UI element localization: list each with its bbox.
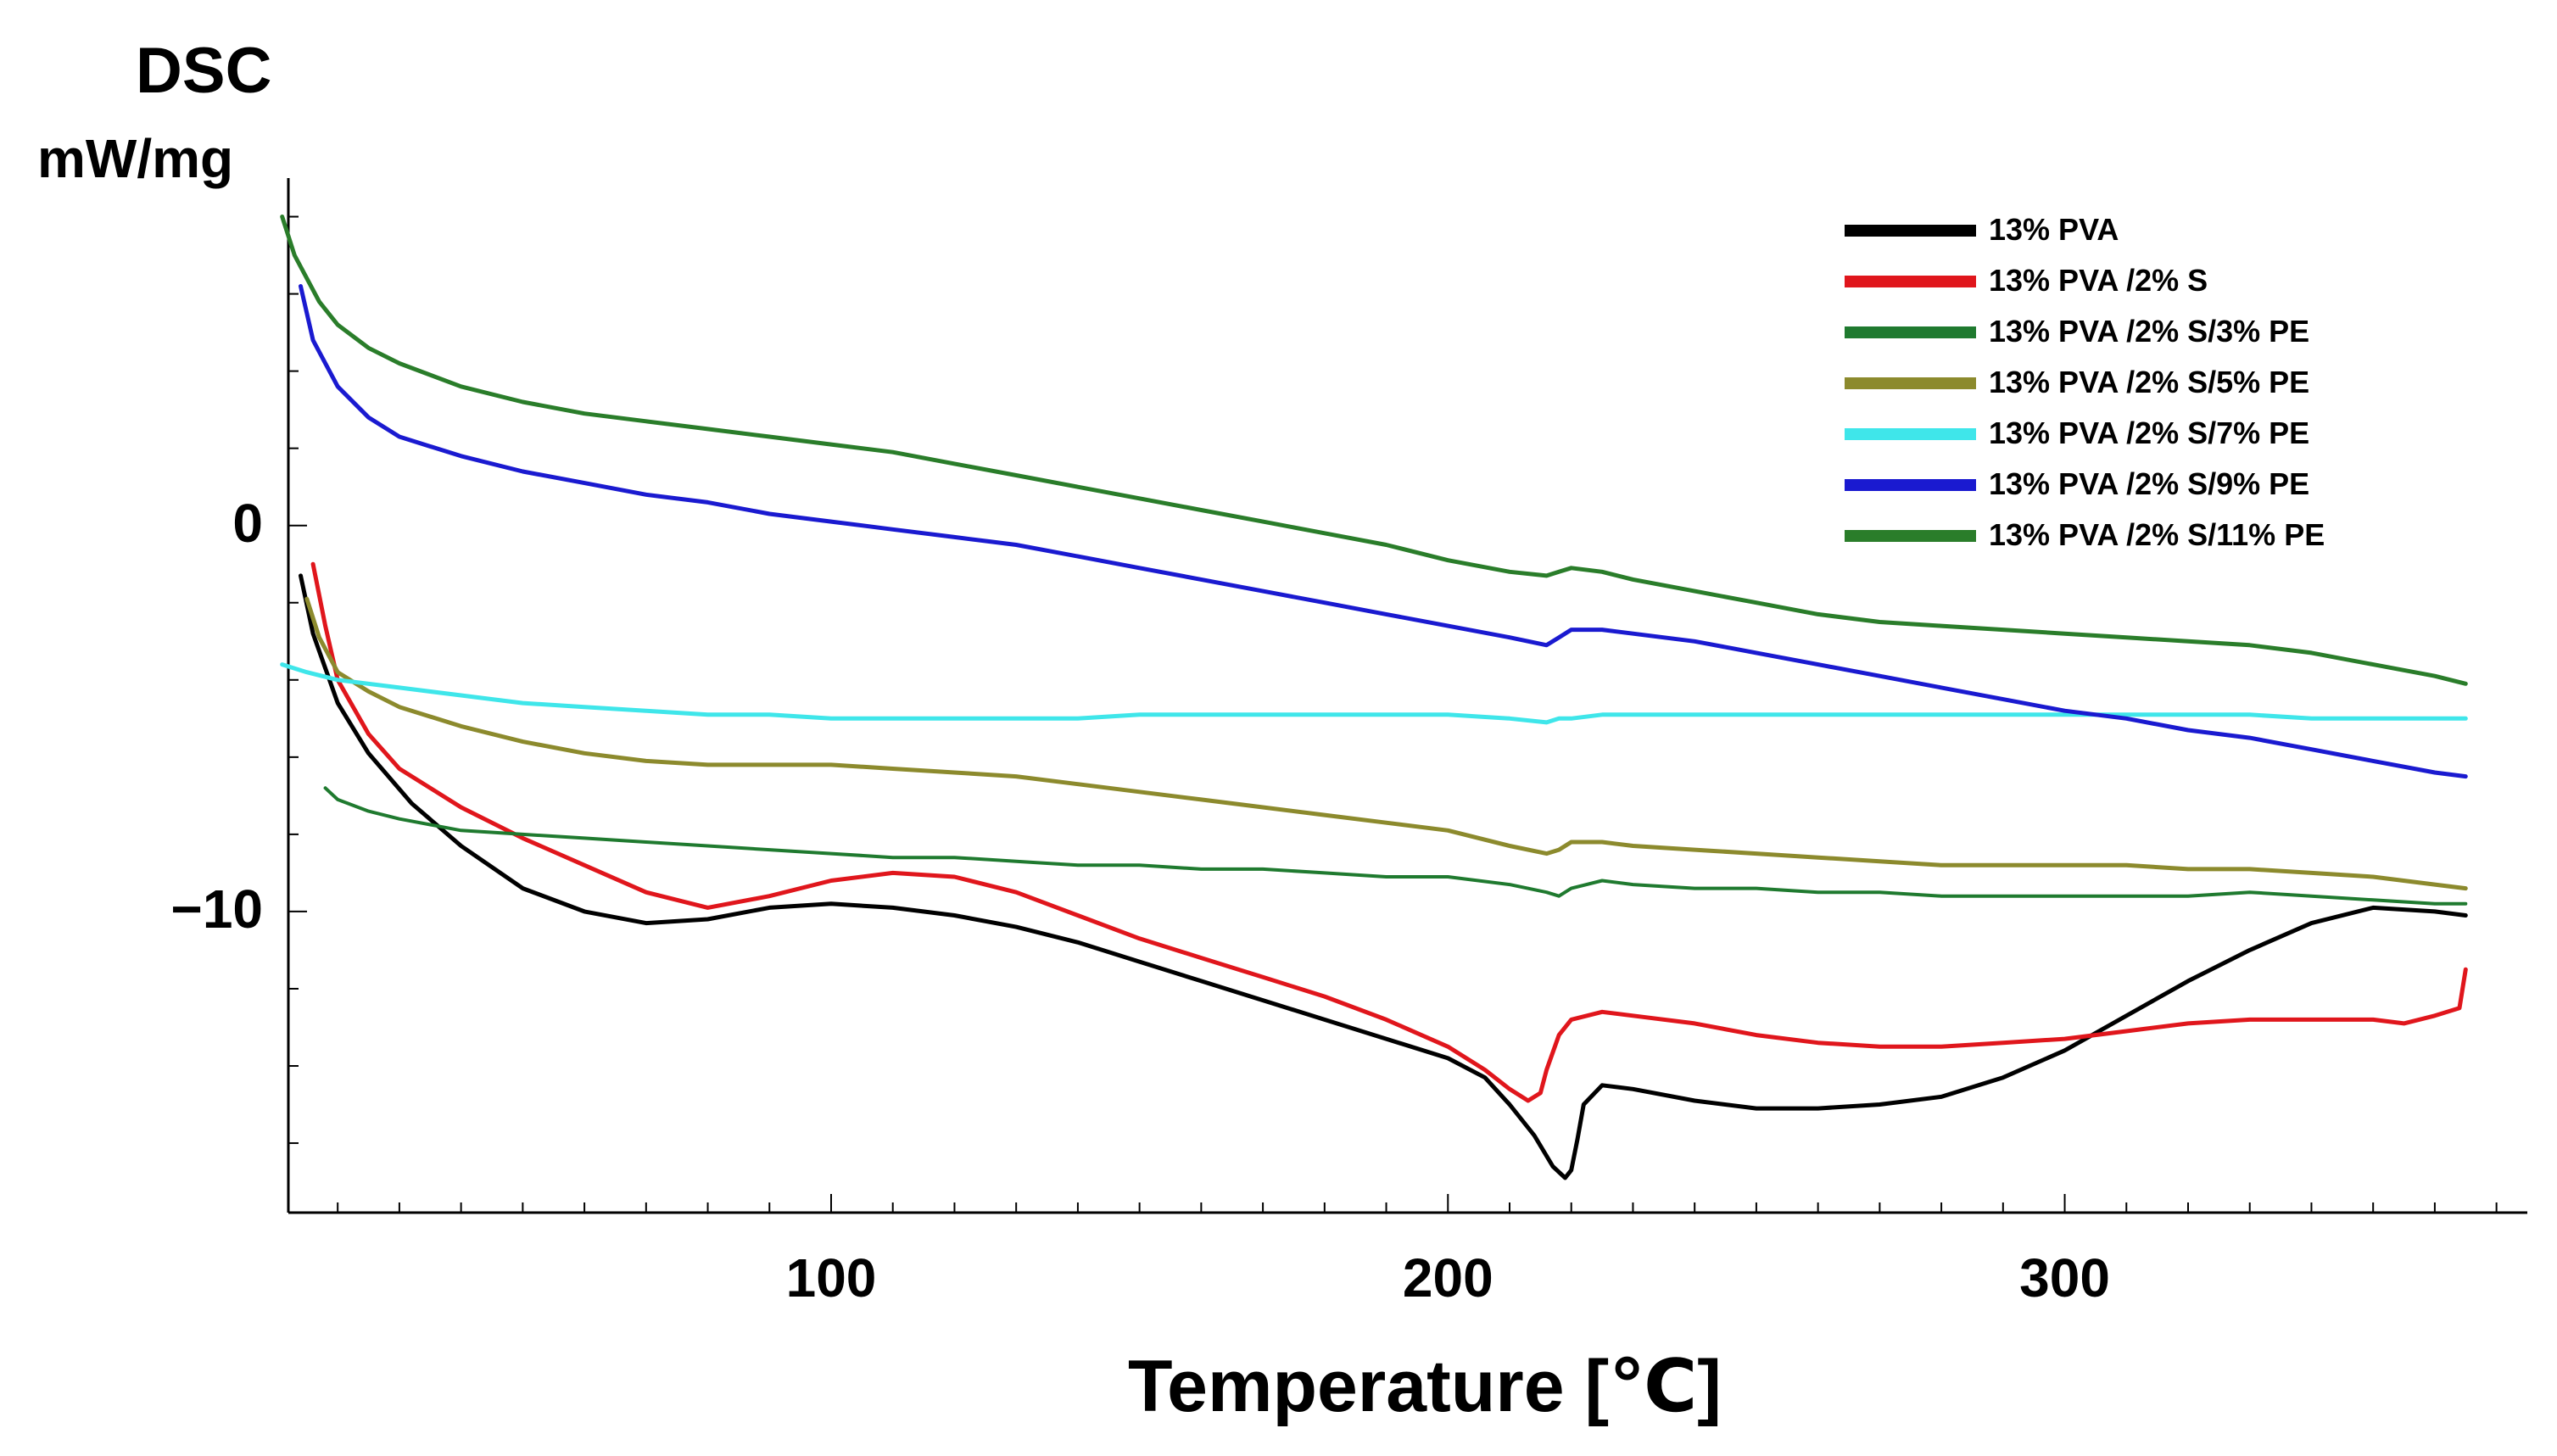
legend-label: 13% PVA /2% S bbox=[1989, 263, 2208, 298]
series-line-7 bbox=[280, 215, 2468, 686]
series-line-4 bbox=[304, 596, 2468, 891]
legend-label: 13% PVA /2% S/7% PE bbox=[1989, 416, 2310, 450]
x-axis-title: Temperature [℃] bbox=[1128, 1346, 1722, 1427]
x-tick-label: 200 bbox=[1402, 1247, 1493, 1308]
x-tick-label: 300 bbox=[2019, 1247, 2110, 1308]
y-axis-title: DSC bbox=[136, 35, 272, 107]
legend-label: 13% PVA /2% S/11% PE bbox=[1989, 517, 2325, 552]
legend-label: 13% PVA /2% S/5% PE bbox=[1989, 365, 2310, 399]
legend-label: 13% PVA /2% S/9% PE bbox=[1989, 466, 2310, 501]
series-line-1 bbox=[299, 573, 2468, 1180]
legend-label: 13% PVA bbox=[1989, 212, 2119, 247]
y-axis-unit: mW/mg bbox=[37, 128, 234, 189]
y-tick-label: −10 bbox=[170, 878, 263, 940]
x-tick-label: 100 bbox=[785, 1247, 877, 1308]
series-line-6 bbox=[299, 284, 2468, 779]
legend-label: 13% PVA /2% S/3% PE bbox=[1989, 314, 2310, 349]
series-line-5 bbox=[280, 662, 2468, 725]
series-line-3 bbox=[323, 786, 2468, 906]
y-tick-label: 0 bbox=[232, 492, 263, 554]
series-line-2 bbox=[310, 561, 2468, 1103]
